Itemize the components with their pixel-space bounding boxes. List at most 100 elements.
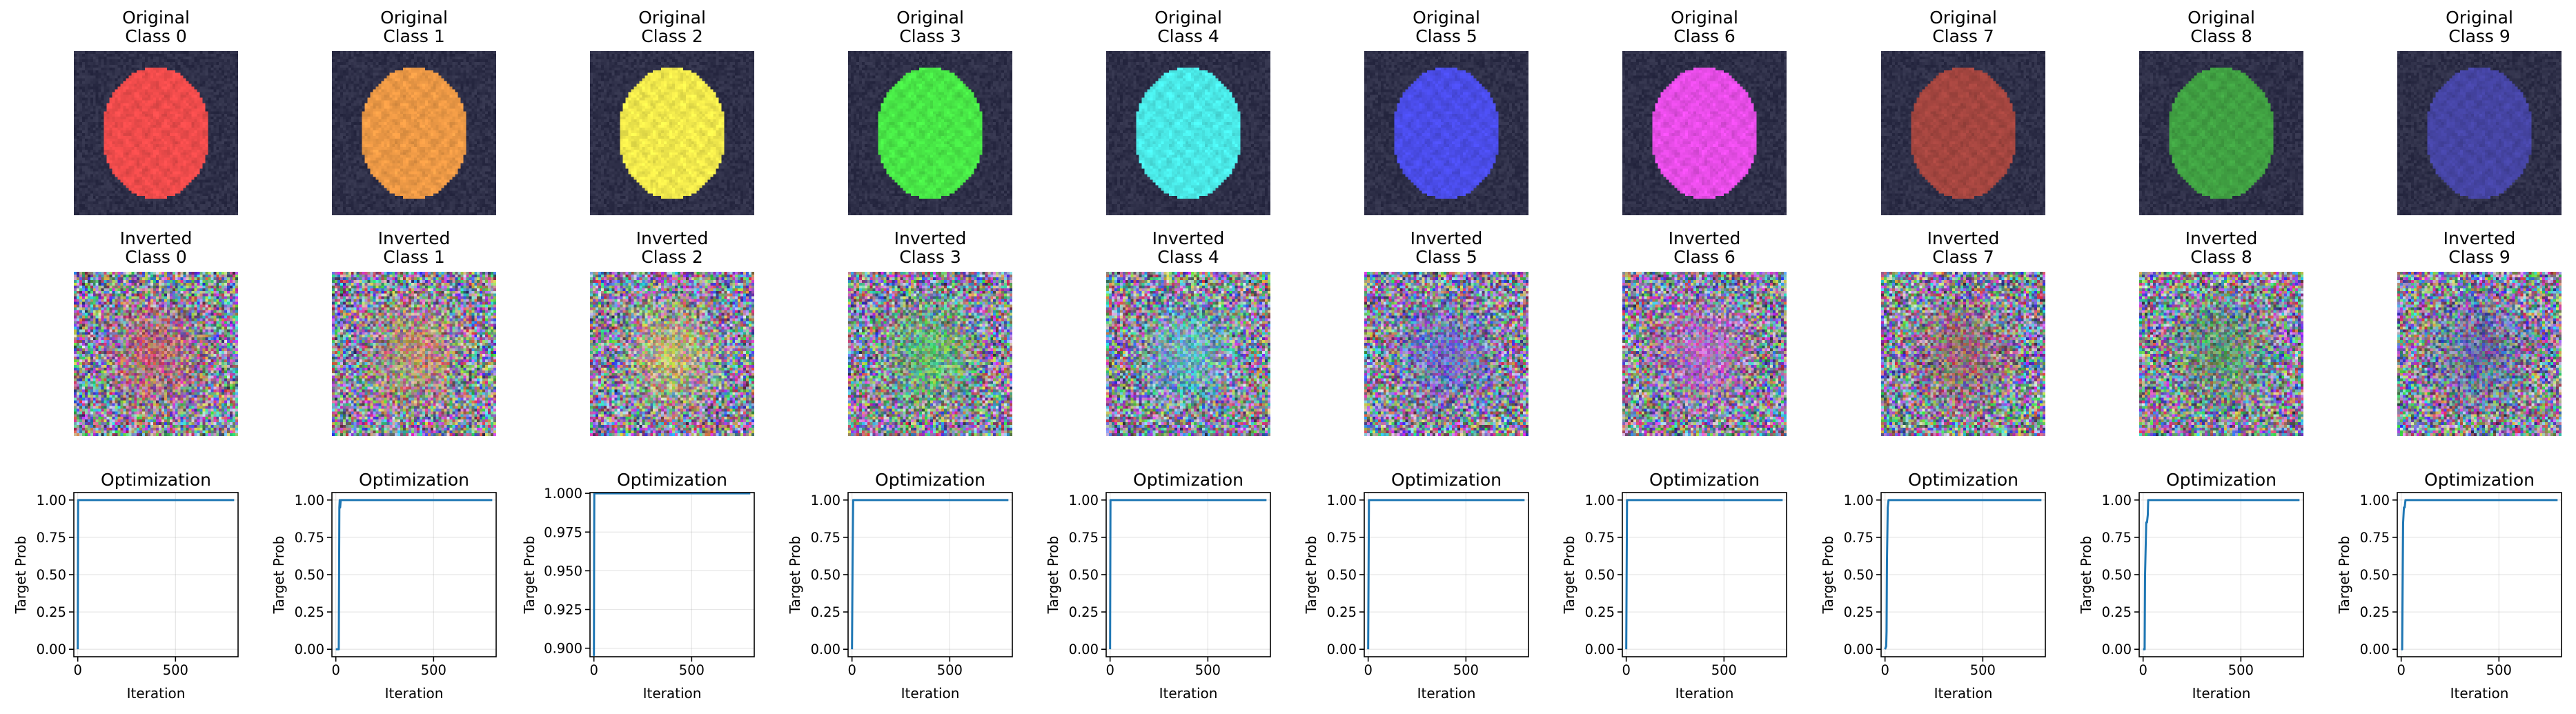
y-axis-label: Target Prob bbox=[12, 536, 29, 615]
original-image bbox=[2397, 51, 2562, 215]
y-tick-label: 0.25 bbox=[811, 604, 840, 620]
y-tick-label: 0.25 bbox=[1844, 604, 1874, 620]
y-tick-label: 0.75 bbox=[2360, 530, 2390, 546]
y-tick-label: 1.00 bbox=[1069, 493, 1099, 508]
target-prob-line bbox=[1884, 499, 2042, 650]
y-tick-label: 0.00 bbox=[811, 642, 840, 657]
original-image bbox=[1881, 51, 2045, 215]
y-axis-label: Target Prob bbox=[787, 536, 803, 615]
inverted-class-label: Class 2 bbox=[641, 247, 703, 267]
original-image bbox=[590, 51, 754, 215]
inverted-title: Inverted bbox=[1410, 228, 1483, 248]
original-image bbox=[848, 51, 1012, 215]
x-tick-label: 0 bbox=[589, 662, 598, 678]
original-title: Original bbox=[2446, 8, 2513, 28]
optimization-plot: Optimization 0 500 0.00 0.25 0.50 0.75 1.00 Iter… bbox=[2336, 470, 2562, 702]
y-tick-label: 0.75 bbox=[1585, 530, 1615, 546]
y-tick-label: 0.25 bbox=[1585, 604, 1615, 620]
inverted-class-label: Class 9 bbox=[2448, 247, 2510, 267]
x-axis-label: Iteration bbox=[1934, 685, 1993, 702]
inverted-class-label: Class 8 bbox=[2190, 247, 2252, 267]
axes-frame bbox=[589, 492, 755, 657]
y-tick-label: 0.50 bbox=[1069, 567, 1099, 583]
x-tick-label: 500 bbox=[1711, 662, 1737, 678]
y-tick-label: 0.00 bbox=[37, 642, 66, 657]
y-tick-label: 0.25 bbox=[1069, 604, 1099, 620]
optimization-plot: Optimization 0 500 0.00 0.25 0.50 0.75 1.00 Iter… bbox=[1561, 470, 1787, 702]
x-tick-label: 500 bbox=[2486, 662, 2512, 678]
target-prob-line bbox=[77, 499, 235, 650]
inverted-title: Inverted bbox=[2444, 228, 2516, 248]
original-class-label: Class 6 bbox=[1673, 26, 1736, 46]
x-tick-label: 500 bbox=[679, 662, 705, 678]
y-tick-label: 0.900 bbox=[544, 641, 582, 657]
target-prob-line bbox=[593, 492, 751, 656]
optimization-plot: Optimization 0 500 0.00 0.25 0.50 0.75 1.00 Iter… bbox=[271, 470, 497, 702]
inverted-class-label: Class 4 bbox=[1157, 247, 1219, 267]
x-tick-label: 500 bbox=[163, 662, 188, 678]
y-axis-label: Target Prob bbox=[1561, 536, 1577, 615]
y-tick-label: 0.75 bbox=[1069, 530, 1099, 546]
original-class-label: Class 4 bbox=[1157, 26, 1219, 46]
inverted-image bbox=[1622, 272, 1787, 436]
original-image bbox=[74, 51, 238, 215]
x-tick-label: 0 bbox=[1364, 662, 1372, 678]
original-class-label: Class 7 bbox=[1932, 26, 1994, 46]
x-tick-label: 0 bbox=[2397, 662, 2405, 678]
x-tick-label: 0 bbox=[1880, 662, 1889, 678]
inverted-image bbox=[1364, 272, 1528, 436]
plot-title: Optimization bbox=[101, 470, 211, 490]
y-axis-label: Target Prob bbox=[1820, 536, 1836, 615]
optimization-plot: Optimization 0 500 0.00 0.25 0.50 0.75 1.00 Iter… bbox=[787, 470, 1013, 702]
y-tick-label: 0.25 bbox=[2102, 604, 2132, 620]
x-tick-label: 500 bbox=[1970, 662, 1996, 678]
x-tick-label: 500 bbox=[937, 662, 963, 678]
y-tick-label: 0.00 bbox=[1327, 642, 1357, 657]
original-title: Original bbox=[1929, 8, 1997, 28]
plot-title: Optimization bbox=[875, 470, 985, 490]
y-tick-label: 0.75 bbox=[2102, 530, 2132, 546]
y-axis-label: Target Prob bbox=[2078, 536, 2094, 615]
x-tick-label: 500 bbox=[1195, 662, 1221, 678]
inverted-title: Inverted bbox=[120, 228, 193, 248]
plot-title: Optimization bbox=[617, 470, 727, 490]
x-axis-label: Iteration bbox=[2450, 685, 2509, 702]
inverted-class-label: Class 7 bbox=[1932, 247, 1994, 267]
original-class-label: Class 0 bbox=[125, 26, 187, 46]
y-tick-label: 0.50 bbox=[295, 567, 324, 583]
y-tick-label: 1.000 bbox=[544, 486, 582, 502]
plot-title: Optimization bbox=[359, 470, 469, 490]
y-tick-label: 1.00 bbox=[1844, 493, 1874, 508]
y-tick-label: 0.00 bbox=[2360, 642, 2390, 657]
inverted-image bbox=[848, 272, 1012, 436]
optimization-plot: Optimization 0 500 0.00 0.25 0.50 0.75 1.00 Iter… bbox=[12, 470, 239, 702]
x-axis-label: Iteration bbox=[385, 685, 444, 702]
y-tick-label: 0.50 bbox=[2360, 567, 2390, 583]
y-tick-label: 0.50 bbox=[37, 567, 66, 583]
y-tick-label: 0.25 bbox=[1327, 604, 1357, 620]
y-tick-label: 0.925 bbox=[544, 602, 582, 618]
inverted-image bbox=[590, 272, 754, 436]
original-class-label: Class 2 bbox=[641, 26, 703, 46]
y-tick-label: 1.00 bbox=[37, 493, 66, 508]
y-tick-label: 0.75 bbox=[295, 530, 324, 546]
original-title: Original bbox=[122, 8, 190, 28]
inverted-image bbox=[2397, 272, 2562, 436]
original-title: Original bbox=[2187, 8, 2255, 28]
x-axis-label: Iteration bbox=[901, 685, 960, 702]
y-axis-label: Target Prob bbox=[521, 536, 538, 615]
original-title: Original bbox=[638, 8, 706, 28]
plot-title: Optimization bbox=[1649, 470, 1760, 490]
original-image bbox=[1364, 51, 1528, 215]
